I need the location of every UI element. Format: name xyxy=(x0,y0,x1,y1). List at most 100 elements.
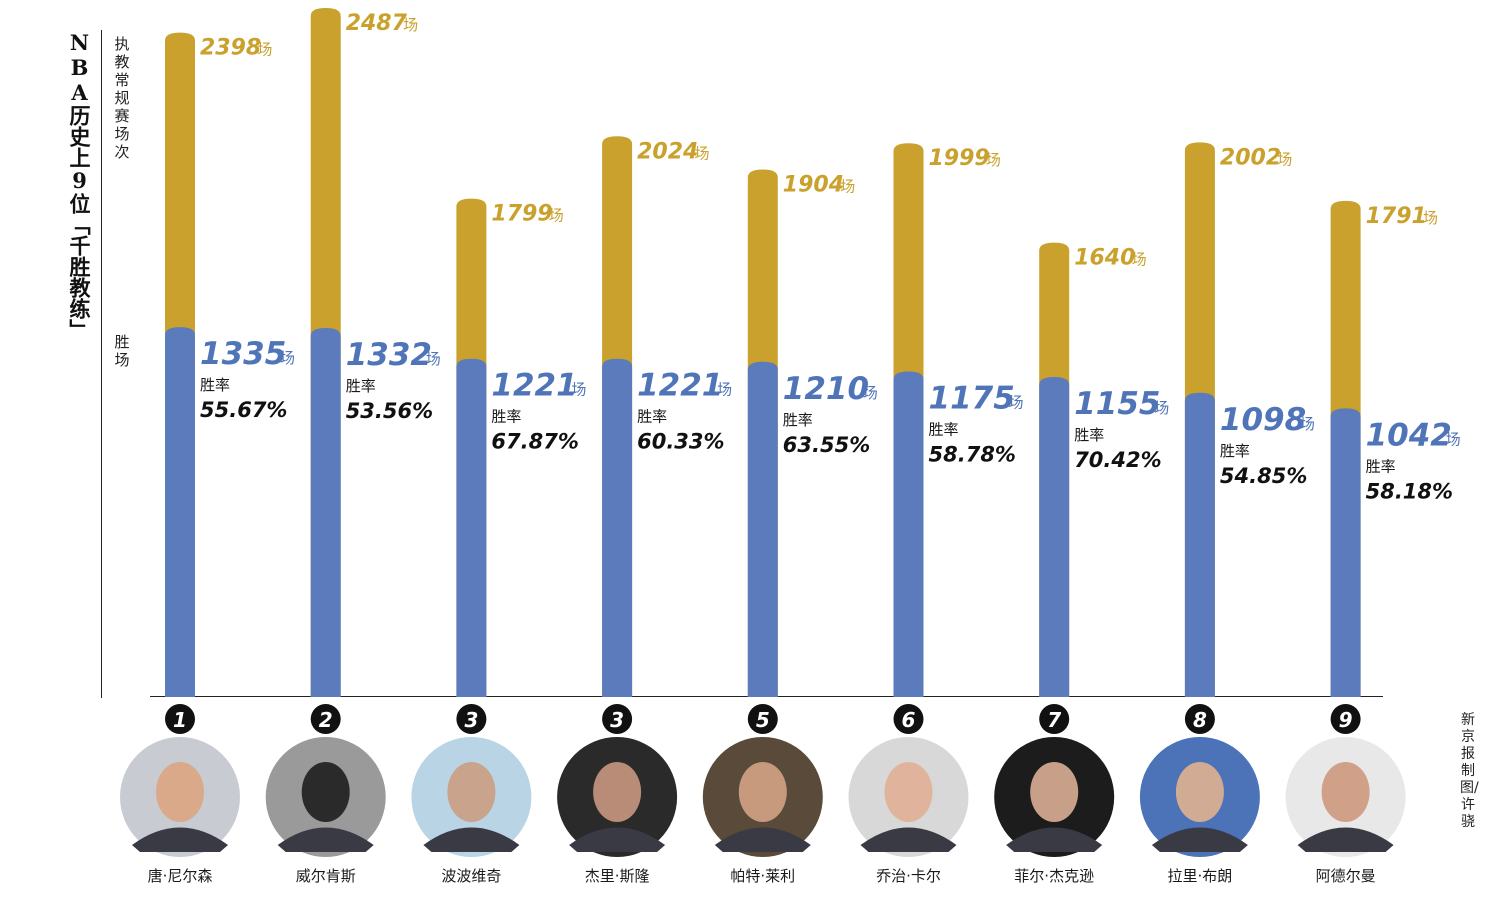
win-rate-value: 55.67% xyxy=(200,398,287,422)
wins-unit-label: 场 xyxy=(1300,415,1315,433)
coach-shoulders xyxy=(423,827,520,852)
coach-name: 乔治·卡尔 xyxy=(876,867,941,885)
total-unit-label: 场 xyxy=(1277,150,1292,168)
wins-unit-label: 场 xyxy=(571,381,586,399)
total-unit-label: 场 xyxy=(403,16,418,34)
total-value-label: 2487 xyxy=(346,11,408,36)
coach-face xyxy=(738,762,787,822)
wins-bar xyxy=(1184,392,1215,697)
rank-badge xyxy=(1039,704,1070,734)
coach-shoulders xyxy=(1297,827,1394,852)
coach-name: 拉里·布朗 xyxy=(1168,867,1233,885)
total-value-label: 2024 xyxy=(637,139,698,164)
wins-bar xyxy=(1330,408,1361,697)
rank-number: 3 xyxy=(610,708,624,732)
wins-value-label: 1155 xyxy=(1074,386,1160,422)
win-rate-label: 胜率 xyxy=(491,408,521,426)
win-rate-value: 60.33% xyxy=(637,430,724,454)
wins-value-label: 1332 xyxy=(346,337,432,373)
coach-shoulders xyxy=(277,827,374,852)
wins-bar xyxy=(1039,377,1070,697)
coach-face xyxy=(884,762,933,822)
wins-unit-label: 场 xyxy=(863,384,878,402)
win-rate-value: 67.87% xyxy=(491,430,578,454)
wins-bar xyxy=(310,327,341,697)
coach-name: 威尔肯斯 xyxy=(296,867,356,885)
rank-number: 6 xyxy=(902,708,916,732)
total-value-label: 1799 xyxy=(491,202,552,227)
coach-face xyxy=(156,762,204,822)
wins-bar xyxy=(456,358,487,697)
rank-badge xyxy=(1330,704,1361,734)
coach-face xyxy=(1175,762,1224,822)
rank-badge xyxy=(456,704,487,734)
rank-number: 9 xyxy=(1339,708,1353,732)
wins-unit-label: 场 xyxy=(717,381,732,399)
total-value-label: 1640 xyxy=(1074,246,1135,271)
wins-value-label: 1335 xyxy=(200,336,286,372)
wins-value-label: 1098 xyxy=(1220,402,1306,438)
wins-bar xyxy=(747,361,778,697)
coach-face xyxy=(593,762,642,822)
win-rate-label: 胜率 xyxy=(200,376,230,394)
rank-badge xyxy=(893,704,924,734)
rank-badge xyxy=(1184,704,1215,734)
coach-name: 阿德尔曼 xyxy=(1316,867,1376,885)
win-rate-value: 54.85% xyxy=(1220,464,1307,488)
coach-name: 波波维奇 xyxy=(441,867,501,885)
total-unit-label: 场 xyxy=(257,41,272,59)
coach-shoulders xyxy=(714,827,811,852)
wins-unit-label: 场 xyxy=(1009,393,1024,411)
win-rate-value: 53.56% xyxy=(346,399,433,423)
total-unit-label: 场 xyxy=(1423,209,1438,227)
wins-unit-label: 场 xyxy=(426,350,441,368)
coach-name: 唐·尼尔森 xyxy=(148,867,213,885)
source-credit: 新京报制图/许骁 xyxy=(1460,712,1479,830)
rank-number: 1 xyxy=(173,708,187,732)
total-value-label: 2002 xyxy=(1220,145,1281,170)
coach-face xyxy=(1030,762,1079,822)
wins-bar xyxy=(893,371,924,697)
wins-axis-label: 胜场 xyxy=(114,333,130,369)
win-rate-label: 胜率 xyxy=(637,408,667,426)
win-rate-label: 胜率 xyxy=(346,377,376,395)
total-value-label: 1904 xyxy=(783,173,844,198)
wins-value-label: 1210 xyxy=(783,371,869,407)
win-rate-value: 63.55% xyxy=(783,433,870,457)
rank-number: 2 xyxy=(319,708,333,732)
wins-value-label: 1221 xyxy=(491,368,577,404)
y-axis-line xyxy=(101,30,102,698)
coach-face xyxy=(1321,762,1370,822)
rank-number: 3 xyxy=(464,708,478,732)
coach-face xyxy=(301,762,350,822)
wins-unit-label: 场 xyxy=(280,349,295,367)
win-rate-value: 58.18% xyxy=(1366,479,1453,503)
wins-value-label: 1042 xyxy=(1366,417,1452,453)
rank-badge xyxy=(747,704,778,734)
total-value-label: 2398 xyxy=(200,36,261,61)
coach-shoulders xyxy=(1151,827,1248,852)
total-unit-label: 场 xyxy=(695,144,710,162)
chart-title: NBA历史上9位「千胜教练」 xyxy=(67,30,92,340)
win-rate-label: 胜率 xyxy=(1074,426,1104,444)
coach-shoulders xyxy=(860,827,957,852)
total-value-label: 1791 xyxy=(1366,204,1427,229)
total-unit-label: 场 xyxy=(986,151,1001,169)
coach-name: 菲尔·杰克逊 xyxy=(1014,867,1094,885)
wins-value-label: 1221 xyxy=(637,368,723,404)
rank-badge xyxy=(310,704,341,734)
coach-shoulders xyxy=(132,827,228,852)
win-rate-label: 胜率 xyxy=(929,420,959,438)
total-unit-label: 场 xyxy=(1132,251,1147,269)
rank-number: 7 xyxy=(1047,708,1061,732)
rank-number: 5 xyxy=(756,708,770,732)
wins-value-label: 1175 xyxy=(929,380,1015,416)
total-value-label: 1999 xyxy=(929,146,990,171)
wins-bar xyxy=(165,327,195,697)
coach-shoulders xyxy=(1006,827,1103,852)
win-rate-label: 胜率 xyxy=(1366,457,1396,475)
total-unit-label: 场 xyxy=(840,178,855,196)
rank-badge xyxy=(602,704,633,734)
total-axis-label: 执教常规赛场次 xyxy=(114,35,130,161)
